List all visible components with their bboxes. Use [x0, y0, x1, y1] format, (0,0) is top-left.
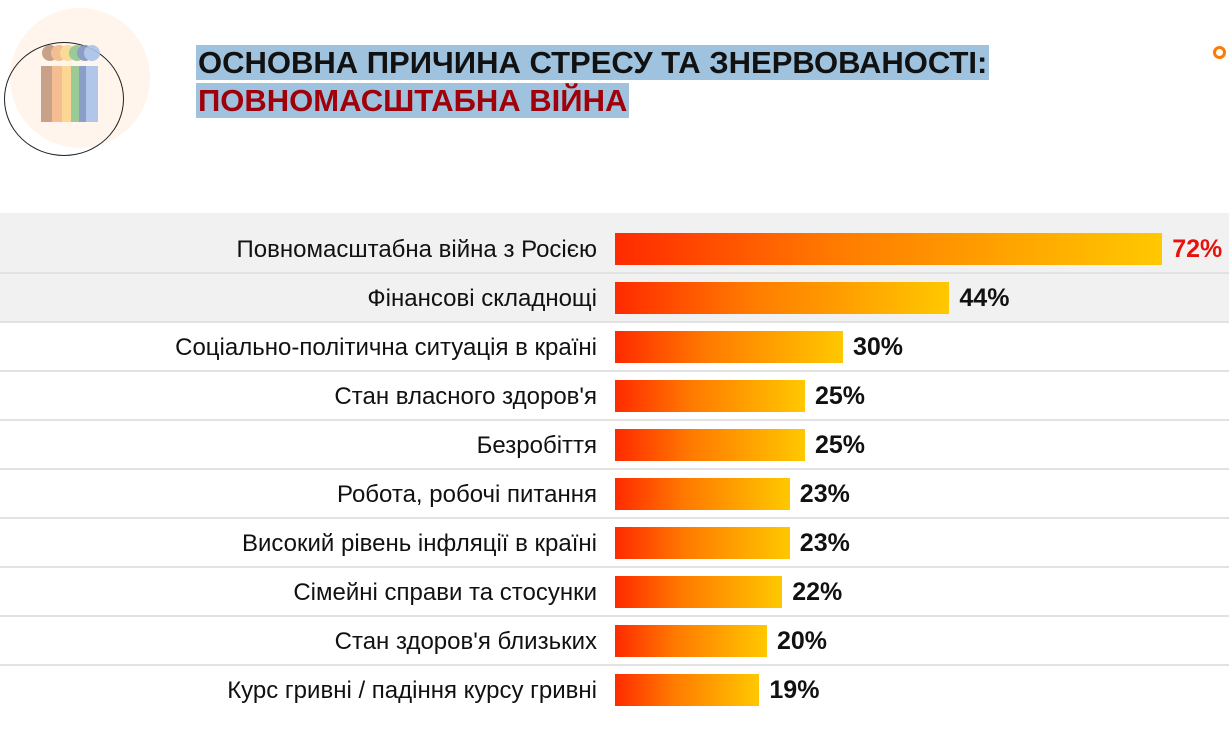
bar-row: Сімейні справи та стосунки 22% — [0, 568, 1229, 617]
category-label: Сімейні справи та стосунки — [293, 579, 597, 606]
row-divider — [0, 566, 1229, 568]
value-label: 19% — [769, 676, 820, 704]
bar — [615, 576, 783, 608]
bar — [615, 331, 843, 363]
bar-row: Стан здоров'я близьких 20% — [0, 617, 1229, 666]
category-label: Курс гривні / падіння курсу гривні — [227, 677, 597, 704]
bar — [615, 674, 760, 706]
row-divider — [0, 468, 1229, 470]
row-divider — [0, 321, 1229, 323]
row-divider — [0, 517, 1229, 519]
bar-row: Безробіття 25% — [0, 421, 1229, 470]
category-label: Безробіття — [476, 432, 597, 459]
value-label: 30% — [853, 333, 904, 361]
title-line-1: ОСНОВНА ПРИЧИНА СТРЕСУ ТА ЗНЕРВОВАНОСТІ: — [196, 45, 990, 80]
bar — [615, 233, 1163, 265]
category-label: Соціально-політична ситуація в країні — [175, 334, 597, 361]
category-label: Повномасштабна війна з Росією — [236, 236, 597, 263]
bar — [615, 380, 805, 412]
bar-row: Фінансові складнощі 44% — [0, 274, 1229, 323]
brand-mark-icon — [1213, 46, 1226, 59]
bar-row: Високий рівень інфляції в країні 23% — [0, 519, 1229, 568]
title-line-2: ПОВНОМАСШТАБНА ВІЙНА — [196, 83, 630, 118]
row-divider — [0, 615, 1229, 617]
category-label: Високий рівень інфляції в країні — [241, 530, 597, 557]
value-label: 72% — [1172, 235, 1223, 263]
people-logo-icon — [41, 45, 100, 122]
row-divider — [0, 664, 1229, 666]
bar — [615, 282, 950, 314]
category-label: Стан власного здоров'я — [334, 383, 597, 410]
value-label: 25% — [815, 431, 866, 459]
category-label: Фінансові складнощі — [367, 285, 597, 312]
value-label: 20% — [777, 627, 828, 655]
value-label: 25% — [815, 382, 866, 410]
bar — [615, 625, 767, 657]
value-label: 44% — [959, 284, 1010, 312]
bar-row: Стан власного здоров'я 25% — [0, 372, 1229, 421]
row-divider — [0, 419, 1229, 421]
bar — [615, 527, 790, 559]
category-label: Робота, робочі питання — [336, 481, 597, 508]
bar-row: Робота, робочі питання 23% — [0, 470, 1229, 519]
logo-ring — [4, 42, 124, 156]
row-divider — [0, 370, 1229, 372]
value-label: 23% — [799, 529, 850, 557]
bar-row: Соціально-політична ситуація в країні 30% — [0, 323, 1229, 372]
highlight-band — [0, 213, 1229, 323]
value-label: 23% — [799, 480, 850, 508]
bar-row: Курс гривні / падіння курсу гривні 19% — [0, 666, 1229, 715]
page-title: ОСНОВНА ПРИЧИНА СТРЕСУ ТА ЗНЕРВОВАНОСТІ:… — [196, 44, 990, 120]
row-divider — [0, 272, 1229, 274]
category-label: Стан здоров'я близьких — [334, 628, 597, 655]
bar — [615, 478, 790, 510]
value-label: 22% — [792, 578, 843, 606]
bar-row: Повномасштабна війна з Росією 72% — [0, 225, 1229, 274]
bar — [615, 429, 805, 461]
